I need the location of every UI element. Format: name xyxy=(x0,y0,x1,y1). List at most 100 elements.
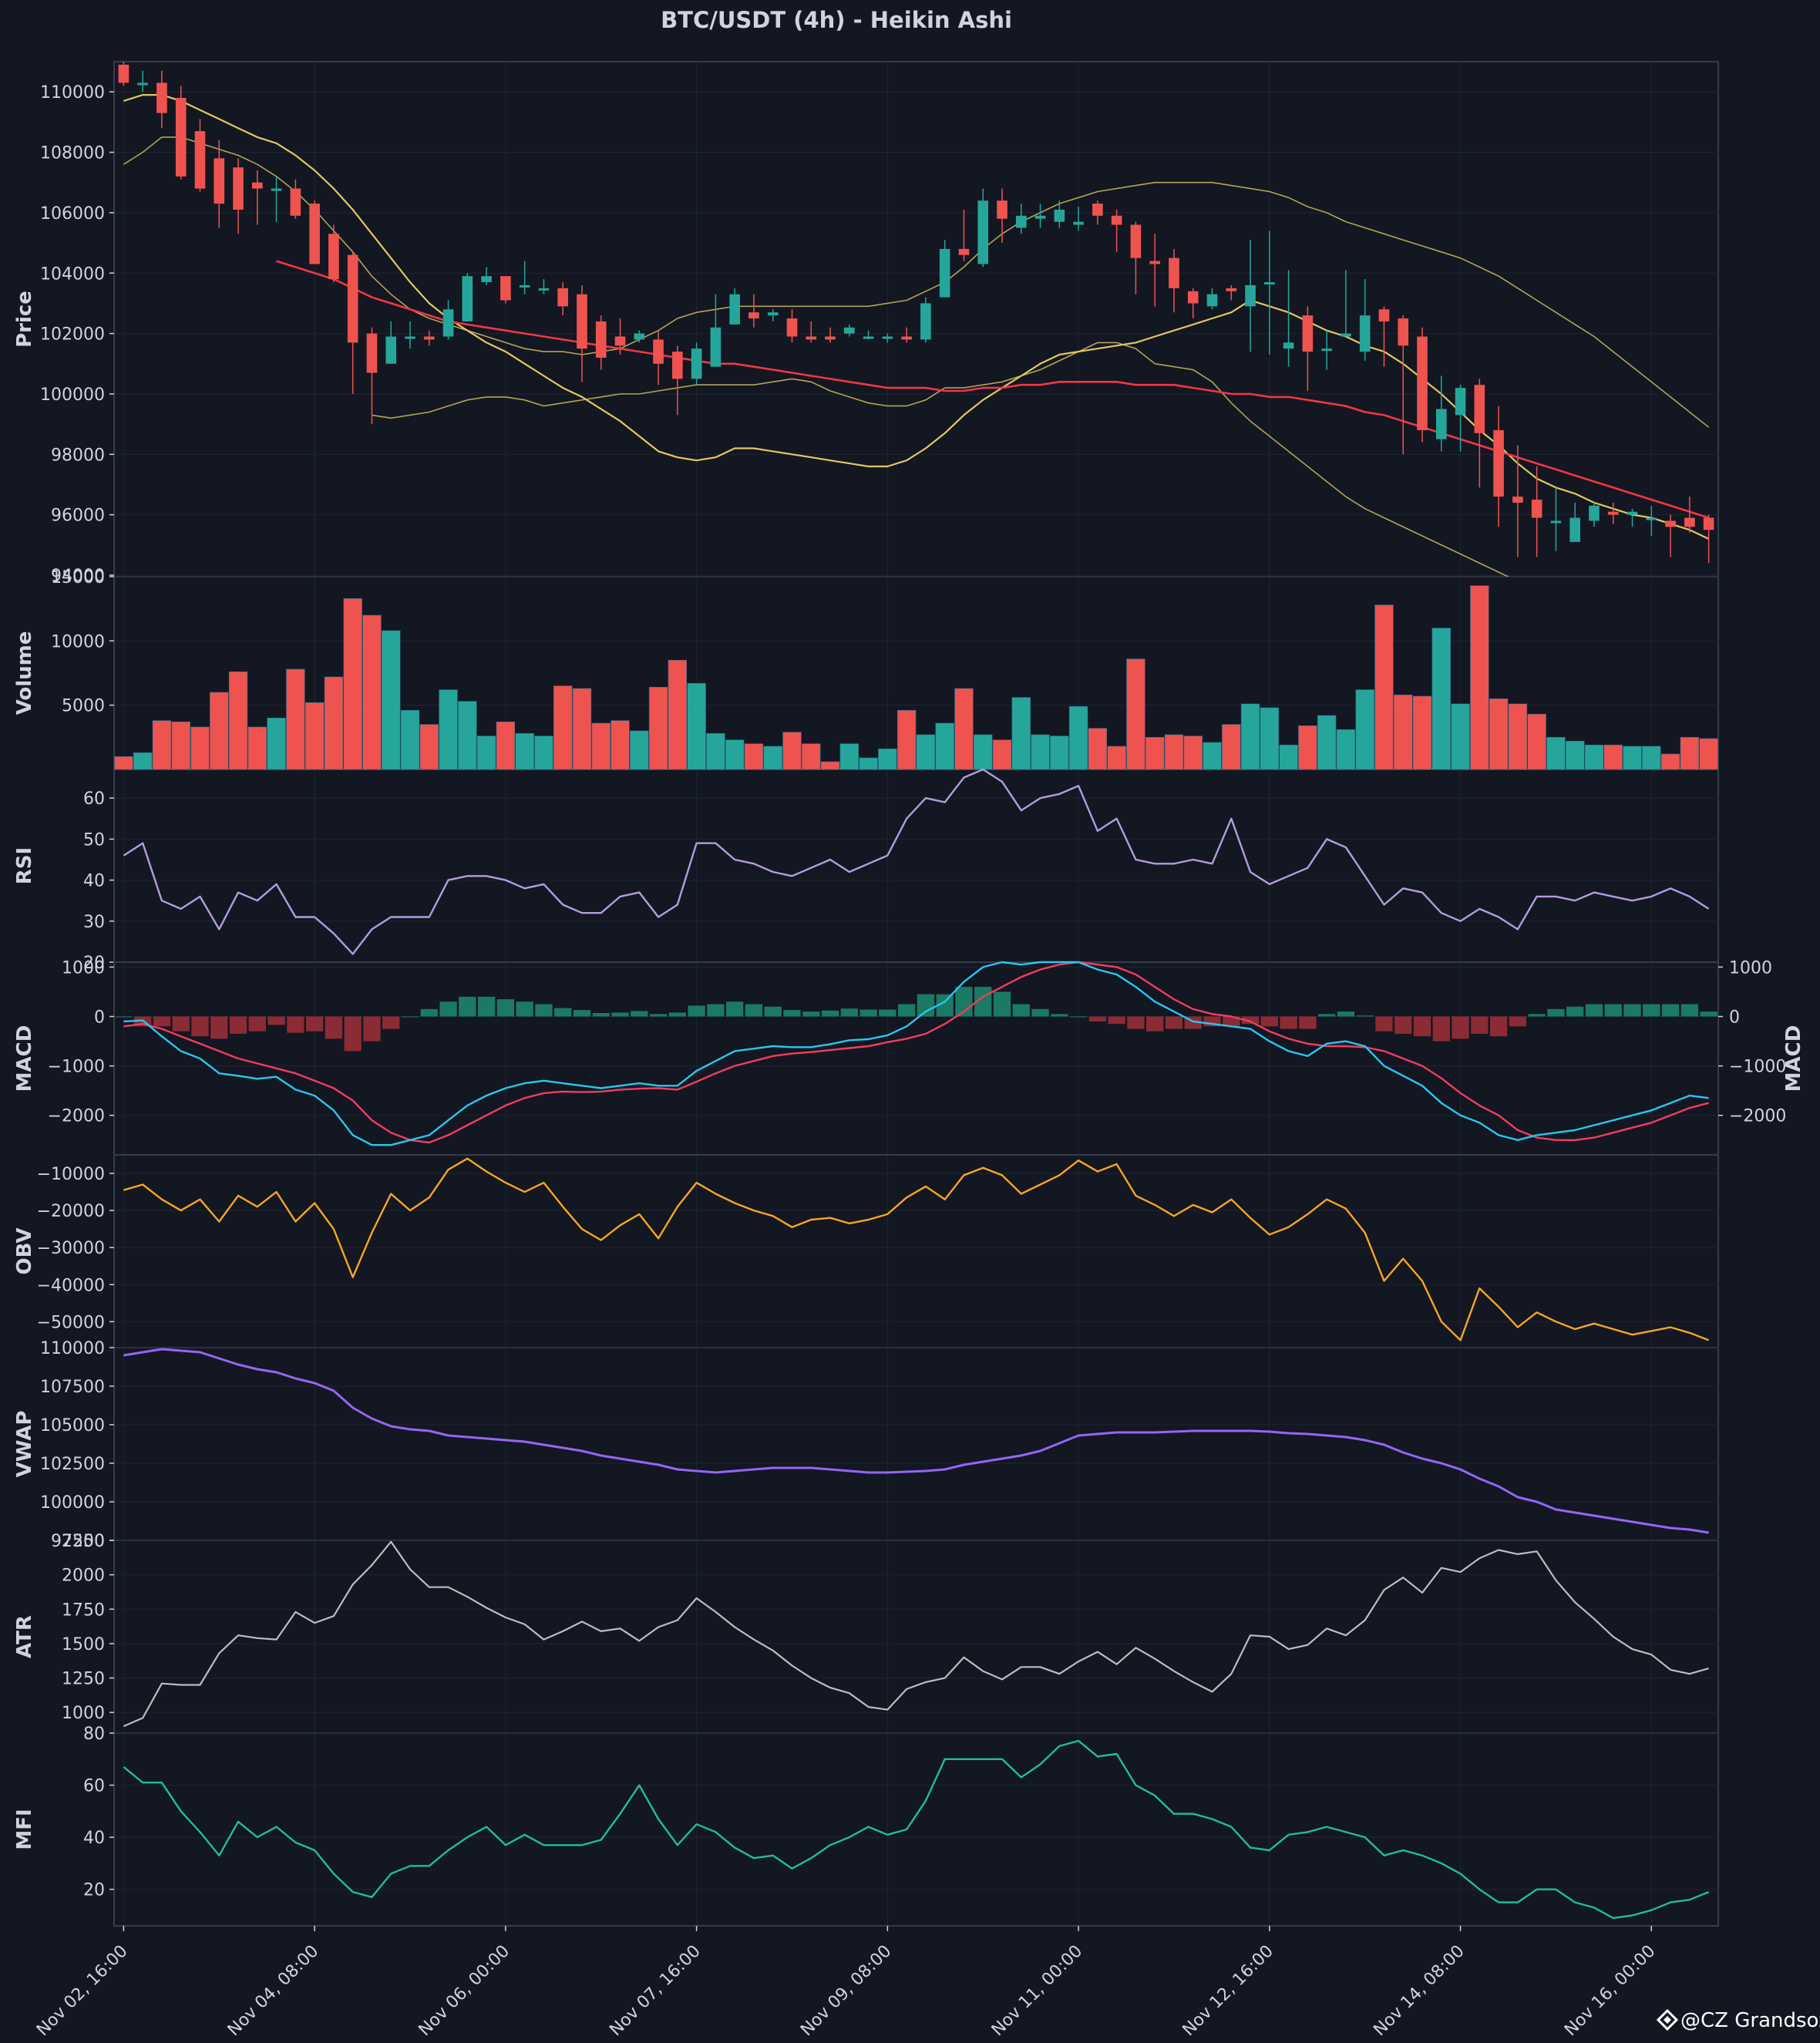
candle-body xyxy=(194,131,206,189)
volume-bar xyxy=(992,739,1012,770)
macd-histogram-bar xyxy=(1127,1016,1145,1029)
rsi-axis-label: RSI xyxy=(13,847,36,884)
atr-line xyxy=(123,1540,1709,1728)
volume-bar xyxy=(553,685,573,770)
candle-body xyxy=(1627,511,1638,515)
candle-body xyxy=(1341,333,1351,337)
candle-body xyxy=(577,294,587,349)
candle-body xyxy=(1474,385,1485,433)
volume-bar xyxy=(1642,746,1661,770)
macd-histogram-bar xyxy=(649,1014,668,1017)
volume-bar xyxy=(1660,753,1680,770)
volume-bar xyxy=(611,720,630,770)
candle-body xyxy=(500,276,511,301)
volume-bar xyxy=(935,722,954,770)
candle-body xyxy=(1302,315,1314,352)
macd-histogram-bar xyxy=(363,1016,381,1042)
volume-bar xyxy=(763,746,782,770)
vwap-ytick-label: 107500 xyxy=(40,1378,105,1397)
macd-histogram-bar xyxy=(153,1016,171,1027)
candle-body xyxy=(347,254,358,343)
macd-histogram-bar xyxy=(573,1010,591,1017)
volume-bar xyxy=(152,720,172,770)
candle-body xyxy=(825,336,836,340)
macd-histogram-bar xyxy=(1528,1014,1546,1017)
xtick-label: Nov 06, 00:00 xyxy=(415,1942,514,2040)
candle-body xyxy=(405,336,415,339)
volume-bar xyxy=(1355,689,1374,770)
macd-histogram-bar xyxy=(993,991,1011,1017)
candle-body xyxy=(290,188,301,216)
volume-bar xyxy=(1222,724,1241,770)
macd-histogram-bar xyxy=(802,1011,820,1017)
vwap-ytick-label: 102500 xyxy=(40,1455,105,1474)
volume-bar xyxy=(648,687,668,770)
atr-frame xyxy=(113,1540,1719,1734)
macd-histogram-bar xyxy=(1088,1016,1106,1022)
mfi-panel: 20 40 60 80 MFI xyxy=(13,1725,1719,1927)
candle-body xyxy=(1226,288,1237,291)
macd-histogram-bar xyxy=(1337,1011,1355,1017)
mfi-line xyxy=(123,1739,1710,1920)
macd-histogram-bar xyxy=(1031,1008,1049,1017)
macd-histogram-bar xyxy=(344,1016,362,1052)
rsi-panel: 20 30 40 50 60 RSI xyxy=(13,769,1719,973)
volume-bar xyxy=(1336,729,1356,770)
candle-body xyxy=(1111,215,1122,225)
volume-bar xyxy=(1412,695,1432,770)
candle-body xyxy=(1264,282,1275,285)
ma-slow-line xyxy=(276,260,1709,519)
candle-body xyxy=(786,318,798,337)
macd-histogram-bar xyxy=(115,1016,133,1018)
candle-body xyxy=(557,288,568,307)
macd-histogram-bar xyxy=(1700,1011,1717,1017)
mfi-ytick-label: 20 xyxy=(83,1881,105,1900)
macd-histogram-bar xyxy=(631,1011,648,1017)
candle-body xyxy=(1493,429,1504,497)
macd-ytick-label: −2000 xyxy=(48,1107,105,1126)
macd-histogram-bar xyxy=(611,1012,629,1017)
macd-histogram-bar xyxy=(917,994,935,1017)
xtick-label: Nov 12, 16:00 xyxy=(1179,1942,1278,2040)
candle-body xyxy=(156,82,167,113)
candle-body xyxy=(997,200,1008,219)
volume-bar xyxy=(1451,703,1470,770)
rsi-ytick-label: 60 xyxy=(83,789,105,809)
candle-body xyxy=(271,188,282,191)
candle-body xyxy=(1398,318,1409,346)
macd-ytick-label: 0 xyxy=(94,1008,105,1028)
macd-right-ytick-label: 0 xyxy=(1729,1008,1740,1028)
volume-bar xyxy=(515,733,534,770)
macd-histogram-bar xyxy=(1299,1016,1317,1029)
volume-bar xyxy=(1031,734,1050,770)
volume-bar xyxy=(1431,628,1451,770)
volume-bar xyxy=(687,683,706,770)
macd-histogram-bar xyxy=(287,1016,304,1033)
obv-panel: −10000 −20000 −30000 −40000 −50000 OBV xyxy=(13,1154,1719,1348)
rsi-ytick-label: 40 xyxy=(83,872,105,891)
macd-frame xyxy=(113,961,1719,1156)
price-ytick-label: 96000 xyxy=(51,507,105,526)
macd-histogram-bar xyxy=(1012,1004,1030,1017)
macd-histogram-bar xyxy=(592,1013,610,1017)
xtick-label: Nov 07, 16:00 xyxy=(606,1942,705,2040)
macd-histogram-bar xyxy=(1661,1004,1680,1017)
volume-bar xyxy=(744,743,764,770)
candle-body xyxy=(1206,294,1218,307)
volume-ytick-label: 10000 xyxy=(51,632,105,651)
candle-body xyxy=(1054,209,1065,222)
volume-bar xyxy=(1107,746,1126,770)
candle-body xyxy=(863,336,874,339)
volume-bar xyxy=(1470,585,1489,770)
ma-fast-line xyxy=(123,94,1710,540)
macd-histogram-bar xyxy=(745,1004,763,1017)
price-ytick-label: 104000 xyxy=(40,264,105,284)
macd-histogram-bar xyxy=(1489,1016,1508,1037)
candle-body xyxy=(175,98,187,177)
candle-body xyxy=(1531,500,1542,518)
macd-ytick-label: 1000 xyxy=(62,958,105,978)
macd-histogram-bar xyxy=(267,1016,285,1025)
xtick-label: Nov 02, 16:00 xyxy=(33,1942,132,2040)
volume-bar xyxy=(476,735,496,770)
volume-bar xyxy=(496,722,516,770)
